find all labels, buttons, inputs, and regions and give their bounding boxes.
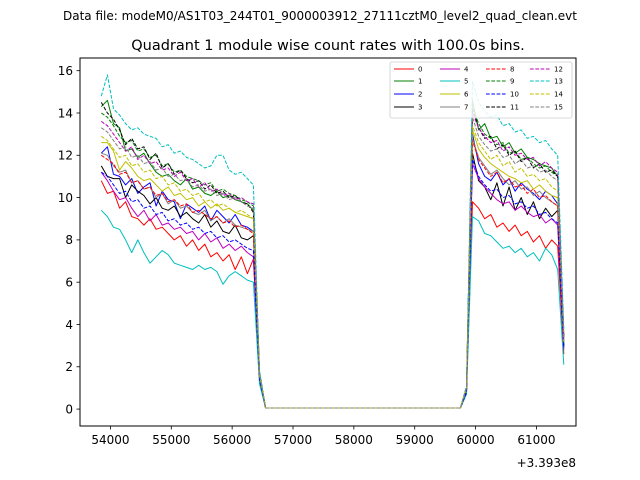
legend-box (389, 61, 573, 119)
x-tick-label: 59000 (396, 433, 434, 447)
chart-title: Quadrant 1 module wise count rates with … (131, 38, 525, 54)
x-tick-label: 58000 (335, 433, 373, 447)
legend-label-11: 11 (510, 104, 519, 112)
legend-label-7: 7 (464, 104, 468, 112)
y-tick-label: 12 (58, 149, 73, 163)
y-tick-label: 10 (58, 191, 73, 205)
series-line-14 (101, 125, 565, 409)
x-tick-label: 54000 (91, 433, 129, 447)
legend-label-13: 13 (554, 78, 563, 86)
y-tick-label: 8 (65, 233, 73, 247)
legend-label-4: 4 (464, 66, 469, 74)
legend-label-8: 8 (510, 66, 514, 74)
x-tick-label: 56000 (213, 433, 251, 447)
y-tick-label: 16 (58, 64, 73, 78)
axes-frame (79, 57, 577, 427)
y-tick-label: 6 (65, 275, 73, 289)
x-tick-label: 55000 (152, 433, 190, 447)
x-tick-label: 61000 (517, 433, 555, 447)
y-tick-label: 4 (65, 318, 73, 332)
legend-label-9: 9 (510, 78, 514, 86)
y-tick-label: 2 (65, 360, 73, 374)
legend-label-12: 12 (554, 66, 563, 74)
legend-label-0: 0 (418, 66, 422, 74)
legend-label-3: 3 (418, 104, 422, 112)
x-axis-offset-label: +3.393e8 (517, 456, 576, 470)
y-tick-label: 0 (65, 402, 73, 416)
legend-label-5: 5 (464, 78, 468, 86)
legend-label-6: 6 (464, 91, 469, 99)
x-tick-label: 57000 (274, 433, 312, 447)
legend-label-14: 14 (554, 91, 563, 99)
plot-area (79, 57, 577, 427)
x-tick-label: 60000 (456, 433, 494, 447)
figure-suptitle: Data file: modeM0/AS1T03_244T01_90000039… (63, 9, 577, 23)
legend-label-10: 10 (510, 91, 519, 99)
legend-label-2: 2 (418, 91, 422, 99)
legend-label-15: 15 (554, 104, 563, 112)
x-axis: 54000 55000 56000 57000 58000 59000 60000 61000 (91, 426, 556, 447)
y-tick-label: 14 (58, 106, 73, 120)
series-layer (100, 74, 565, 409)
series-line-15 (101, 116, 565, 409)
legend-label-1: 1 (418, 78, 422, 86)
y-axis: 0 2 4 6 8 10 12 14 16 (58, 64, 80, 416)
series-line-12 (101, 112, 565, 409)
